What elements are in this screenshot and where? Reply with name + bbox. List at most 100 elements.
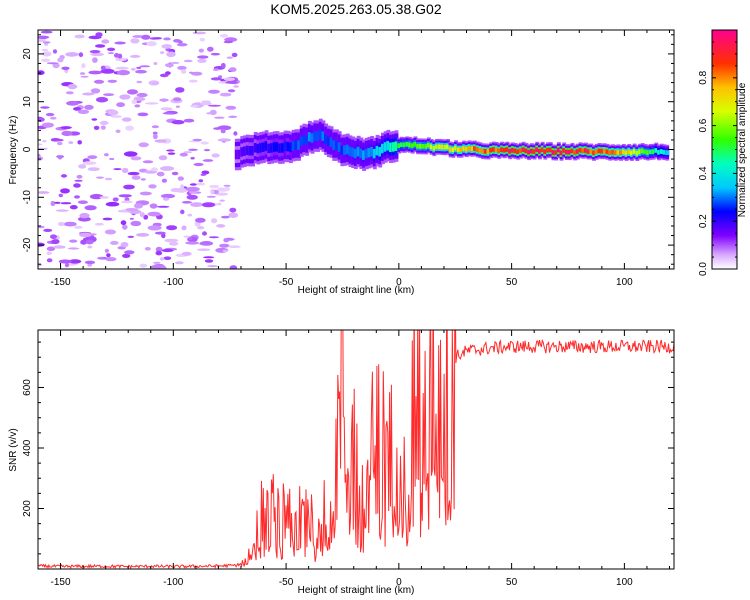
signal-cell bbox=[551, 150, 556, 155]
noise-speckle bbox=[197, 55, 209, 59]
signal-cell bbox=[592, 150, 596, 156]
noise-speckle bbox=[79, 232, 92, 238]
noise-speckle bbox=[60, 126, 72, 130]
noise-speckle bbox=[195, 217, 206, 223]
signal-cell bbox=[640, 148, 645, 154]
noise-speckle bbox=[159, 257, 165, 261]
noise-speckle bbox=[185, 241, 200, 245]
noise-speckle bbox=[138, 142, 149, 148]
signal-cell bbox=[418, 143, 423, 149]
signal-cell bbox=[372, 148, 377, 159]
signal-cell bbox=[608, 150, 613, 155]
noise-speckle bbox=[43, 228, 53, 232]
noise-speckle bbox=[66, 100, 80, 106]
noise-speckle bbox=[96, 96, 108, 103]
noise-speckle bbox=[219, 34, 229, 38]
noise-speckle bbox=[46, 246, 56, 252]
noise-speckle bbox=[153, 133, 158, 140]
noise-speckle bbox=[60, 188, 70, 194]
noise-speckle bbox=[209, 184, 220, 189]
noise-speckle bbox=[233, 131, 238, 136]
signal-cell bbox=[462, 146, 467, 151]
noise-speckle bbox=[103, 93, 115, 96]
noise-speckle bbox=[68, 141, 74, 144]
signal-cell bbox=[248, 146, 253, 156]
noise-speckle bbox=[46, 251, 52, 255]
signal-cell bbox=[275, 142, 280, 152]
signal-cell bbox=[307, 132, 312, 142]
noise-speckle bbox=[203, 149, 211, 152]
noise-speckle bbox=[148, 184, 157, 189]
noise-speckle bbox=[183, 151, 193, 154]
noise-speckle bbox=[94, 222, 104, 226]
noise-speckle bbox=[161, 248, 174, 253]
signal-cell bbox=[402, 142, 407, 148]
signal-cell bbox=[324, 134, 329, 145]
noise-speckle bbox=[77, 109, 90, 115]
noise-speckle bbox=[159, 73, 169, 78]
noise-speckle bbox=[168, 241, 179, 246]
noise-speckle bbox=[115, 66, 129, 70]
signal-cell bbox=[624, 150, 629, 156]
noise-speckle bbox=[191, 71, 203, 76]
signal-cell bbox=[429, 144, 434, 150]
x-tick-label: 0 bbox=[396, 577, 402, 588]
colorbar: 0.0 0.2 0.4 0.6 0.8 Normalized spectral ampl… bbox=[698, 29, 748, 276]
noise-speckle bbox=[121, 200, 133, 204]
signal-cell bbox=[359, 148, 364, 159]
noise-speckle bbox=[38, 35, 50, 39]
colorbar-tick-label: 0.4 bbox=[698, 166, 709, 180]
y-tick-label: 10 bbox=[22, 96, 33, 108]
noise-speckle bbox=[207, 46, 214, 52]
signal-cell bbox=[489, 147, 494, 153]
noise-speckle bbox=[51, 239, 60, 245]
noise-speckle bbox=[171, 171, 179, 176]
signal-cell bbox=[405, 141, 410, 147]
noise-speckle bbox=[146, 41, 157, 47]
x-tick-label: 100 bbox=[616, 277, 633, 288]
signal-cell bbox=[470, 146, 475, 152]
noise-speckle bbox=[225, 81, 238, 84]
noise-speckle bbox=[180, 209, 185, 215]
noise-speckle bbox=[113, 168, 122, 171]
colorbar-label: Normalized spectral amplitude bbox=[737, 82, 748, 217]
noise-speckle bbox=[167, 152, 176, 155]
snr-axes-frame bbox=[37, 329, 675, 570]
noise-speckle bbox=[196, 182, 206, 186]
noise-speckle bbox=[197, 226, 205, 230]
signal-cell bbox=[481, 148, 485, 154]
noise-speckle bbox=[201, 202, 216, 208]
noise-speckle bbox=[54, 138, 64, 142]
noise-speckle bbox=[186, 194, 198, 200]
signal-cell bbox=[616, 150, 621, 155]
signal-cell bbox=[659, 149, 664, 154]
noise-speckle bbox=[107, 52, 115, 55]
y-tick-label: -20 bbox=[22, 237, 33, 252]
noise-speckle bbox=[133, 203, 144, 209]
noise-speckle bbox=[84, 205, 97, 211]
y-tick-label: 20 bbox=[22, 48, 33, 60]
signal-cell bbox=[464, 146, 469, 152]
noise-speckle bbox=[116, 69, 130, 76]
noise-speckle bbox=[120, 220, 127, 226]
signal-cell bbox=[253, 143, 258, 153]
noise-speckle bbox=[127, 89, 138, 95]
x-tick-label: 0 bbox=[396, 277, 402, 288]
signal-cell bbox=[261, 142, 266, 152]
noise-speckle bbox=[135, 69, 147, 74]
noise-speckle bbox=[78, 216, 91, 222]
noise-speckle bbox=[208, 236, 219, 239]
noise-speckle bbox=[122, 224, 128, 230]
noise-speckle bbox=[130, 220, 142, 227]
signal-cell bbox=[529, 148, 534, 154]
noise-speckle bbox=[151, 82, 159, 85]
noise-speckle bbox=[137, 112, 149, 117]
noise-speckle bbox=[82, 161, 97, 166]
signal-cell bbox=[332, 140, 337, 150]
signal-cell bbox=[459, 147, 464, 153]
signal-cell bbox=[600, 148, 605, 154]
signal-cell bbox=[556, 147, 561, 153]
noise-speckle bbox=[144, 247, 151, 251]
signal-cell bbox=[353, 148, 358, 159]
